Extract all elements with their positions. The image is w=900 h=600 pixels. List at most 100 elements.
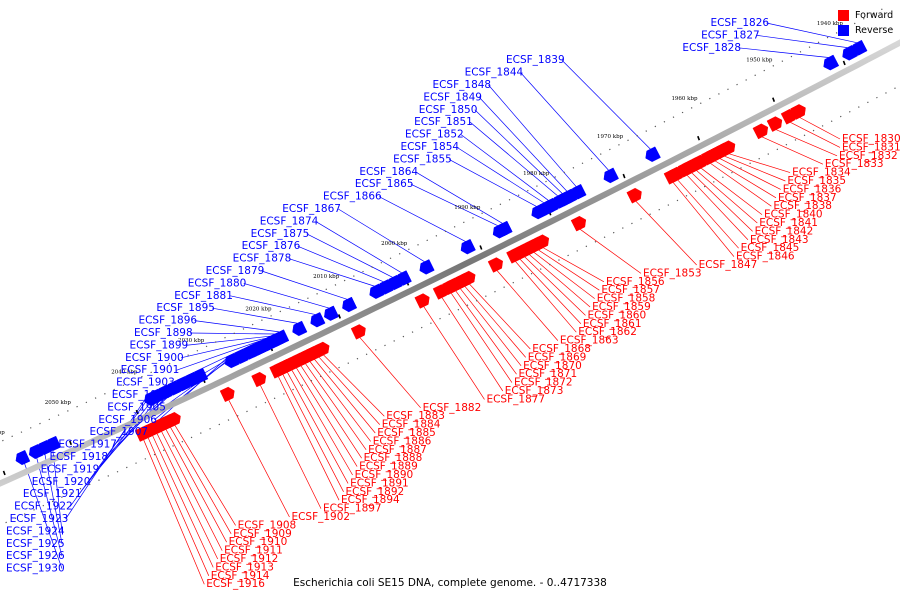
leader-line <box>448 159 537 207</box>
reverse-gene-label: ECSF_1867 <box>282 203 341 215</box>
forward-gene-label: ECSF_1830 <box>842 133 900 145</box>
tick-label: 1980 kbp <box>523 171 550 177</box>
map-caption: Escherichia coli SE15 DNA, complete geno… <box>293 577 607 589</box>
leader-line <box>538 249 600 291</box>
leader-line <box>691 172 753 232</box>
reverse-gene-arrow <box>292 320 308 337</box>
forward-gene-label: ECSF_1845 <box>741 242 800 254</box>
leader-line <box>185 335 271 346</box>
forward-gene-label: ECSF_1833 <box>825 158 884 170</box>
reverse-gene-label: ECSF_1844 <box>465 67 524 79</box>
leader-line <box>323 354 385 417</box>
reverse-gene-label: ECSF_1880 <box>188 277 247 289</box>
forward-gene-label: ECSF_1838 <box>773 200 832 212</box>
forward-gene-label: ECSF_1846 <box>736 251 795 263</box>
leader-line <box>423 306 485 400</box>
reverse-gene-label: ECSF_1904 <box>112 389 171 401</box>
forward-gene-label: ECSF_1862 <box>578 326 637 338</box>
reverse-gene-label: ECSF_1901 <box>121 364 180 376</box>
reverse-gene-arrow <box>531 203 547 220</box>
forward-gene-label: ECSF_1870 <box>523 360 582 372</box>
forward-gene-label: ECSF_1853 <box>643 267 702 279</box>
tick-mark <box>697 135 701 141</box>
leader-line <box>715 160 777 199</box>
leader-line <box>561 59 651 150</box>
tick-label: 1940 kbp <box>817 21 844 27</box>
forward-gene-label: ECSF_1868 <box>532 343 591 355</box>
tick-label: 1960 kbp <box>671 96 698 102</box>
leader-line <box>766 22 857 44</box>
leader-line <box>261 270 348 300</box>
leader-line <box>799 117 841 140</box>
forward-swatch <box>838 10 849 21</box>
forward-gene-label: ECSF_1857 <box>601 284 660 296</box>
forward-gene-label: ECSF_1884 <box>382 419 441 431</box>
label-leader-lines <box>20 22 857 585</box>
leader-line <box>524 256 586 316</box>
forward-gene-label: ECSF_1856 <box>606 276 665 288</box>
tick-label: 1990 kbp <box>454 205 481 211</box>
leader-line <box>696 170 758 224</box>
legend: Forward Reverse <box>838 8 893 38</box>
leader-line <box>156 433 219 560</box>
reverse-gene-arrow <box>842 44 859 61</box>
leader-line <box>65 392 150 520</box>
forward-gene-arrow <box>766 116 783 132</box>
reverse-gene-arrow <box>603 167 619 184</box>
tick-label: 2020 kbp <box>245 306 272 312</box>
reverse-gene-arrow <box>492 223 509 239</box>
leader-line <box>441 297 504 392</box>
forward-gene-label: ECSF_1912 <box>220 553 279 565</box>
reverse-gene-label: ECSF_1898 <box>134 327 193 339</box>
leader-line <box>194 320 280 333</box>
reverse-gene-label: ECSF_1881 <box>174 290 233 302</box>
leader-line <box>515 261 577 333</box>
leader-line <box>729 153 791 173</box>
leader-line <box>533 252 595 299</box>
leader-line <box>529 254 591 308</box>
leader-line <box>212 307 298 324</box>
reverse-gene-label: ECSF_1876 <box>242 240 301 252</box>
forward-gene-label: ECSF_1863 <box>560 335 619 347</box>
forward-gene-label: ECSF_1831 <box>842 141 900 153</box>
leader-line <box>230 295 316 315</box>
leader-line <box>450 292 513 383</box>
reverse-gene-label: ECSF_1920 <box>32 476 91 488</box>
reverse-gene-label: ECSF_1925 <box>6 538 65 550</box>
forward-gene-label: ECSF_1909 <box>233 528 292 540</box>
leader-line <box>519 258 582 325</box>
tick-mark <box>2 470 6 476</box>
reverse-gene-label: ECSF_1921 <box>23 488 82 500</box>
leader-line <box>259 385 322 509</box>
leader-line <box>296 367 358 467</box>
reverse-gene-label: ECSF_1864 <box>359 166 418 178</box>
leader-line <box>757 35 848 48</box>
tick-mark <box>622 173 626 179</box>
forward-gene-label: ECSF_1883 <box>386 410 445 422</box>
leader-line <box>42 442 63 544</box>
leader-line <box>776 129 838 157</box>
reverse-gene-label: ECSF_1905 <box>107 401 166 413</box>
forward-gene-label: ECSF_1847 <box>699 259 758 271</box>
reverse-gene-arrow <box>28 443 44 460</box>
reverse-gene-label: ECSF_1851 <box>414 116 473 128</box>
forward-gene-label: ECSF_1889 <box>359 461 418 473</box>
leader-line <box>378 196 466 242</box>
leader-line <box>790 122 841 148</box>
leader-line <box>287 372 349 484</box>
forward-gene-arrow <box>663 169 680 185</box>
forward-gene-label: ECSF_1885 <box>377 427 436 439</box>
reverse-gene-arrow <box>224 352 240 369</box>
reverse-gene-label: ECSF_1855 <box>393 153 452 165</box>
forward-gene-label: ECSF_1914 <box>211 570 270 582</box>
reverse-gene-arrow <box>823 54 840 71</box>
forward-gene-label: ECSF_1887 <box>368 444 427 456</box>
forward-gene-label: ECSF_1871 <box>519 368 578 380</box>
leader-line <box>460 134 549 201</box>
leader-line <box>464 286 526 358</box>
leader-line <box>318 356 381 425</box>
forward-gene-label: ECSF_1834 <box>792 167 851 179</box>
reverse-gene-arrow <box>310 312 326 328</box>
forward-gene-label: ECSF_1892 <box>346 486 405 498</box>
